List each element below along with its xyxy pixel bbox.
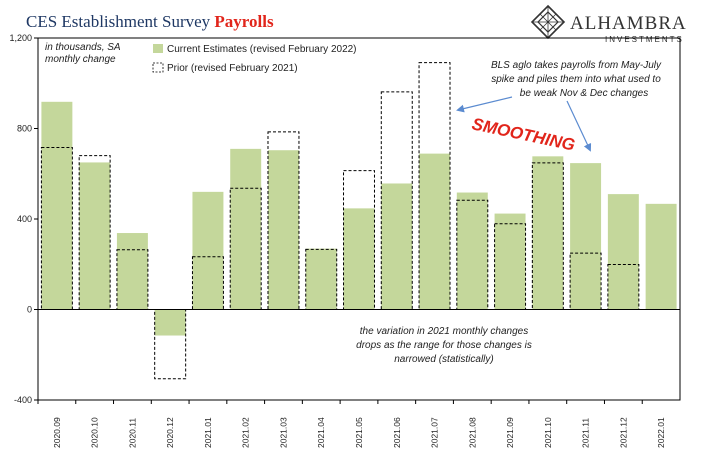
x-tick-label: 2021.03 bbox=[278, 417, 288, 448]
x-tick-label: 2020.12 bbox=[165, 417, 175, 448]
legend-label-prior: Prior (revised February 2021) bbox=[167, 63, 298, 74]
x-tick-label: 2020.11 bbox=[127, 418, 137, 448]
prior-series bbox=[40, 62, 640, 380]
x-tick-label: 2022.01 bbox=[656, 417, 666, 448]
current-bar-2021.03 bbox=[267, 150, 299, 310]
alhambra-logo: ALHAMBRA INVESTMENTS bbox=[530, 4, 687, 44]
x-tick-label: 2021.01 bbox=[203, 417, 213, 448]
current-bar-2021.04 bbox=[305, 248, 337, 310]
prior-bar-2021.06 bbox=[380, 91, 413, 310]
prior-bar-2021.10 bbox=[531, 162, 564, 310]
current-bar-2020.11 bbox=[116, 233, 148, 310]
prior-bar-2021.01 bbox=[191, 256, 224, 311]
x-tick-label: 2021.06 bbox=[392, 417, 402, 448]
arrow-left-icon bbox=[456, 96, 513, 113]
smoothing-label: SMOOTHING bbox=[470, 114, 577, 154]
current-bar-2020.10 bbox=[79, 162, 111, 310]
current-bar-2020.09 bbox=[41, 101, 73, 310]
x-tick-label: 2021.08 bbox=[467, 417, 477, 448]
y-tick-label: 1,200 bbox=[9, 33, 32, 43]
y-tick-label: -400 bbox=[14, 395, 32, 405]
y-axis: -400 0 400 800 1,200 bbox=[9, 33, 38, 405]
variation-note-line2: drops as the range for those changes is bbox=[356, 340, 532, 351]
legend-label-current: Current Estimates (revised February 2022… bbox=[167, 44, 357, 55]
current-bar-2021.02 bbox=[230, 148, 262, 310]
current-bar-2021.09 bbox=[494, 213, 526, 310]
unit-note-line1: in thousands, SA bbox=[45, 42, 121, 53]
x-tick-label: 2021.12 bbox=[618, 417, 628, 448]
bls-note-line2: spike and piles them into what used to bbox=[491, 74, 661, 85]
bls-note-line1: BLS aglo takes payrolls from May-July bbox=[491, 60, 662, 71]
current-bar-2021.07 bbox=[419, 153, 451, 310]
x-tick-label: 2020.10 bbox=[90, 417, 100, 448]
x-tick-label: 2021.04 bbox=[316, 417, 326, 448]
diamond-icon bbox=[530, 4, 566, 40]
current-bar-2021.12 bbox=[607, 194, 639, 310]
current-bar-2021.05 bbox=[343, 208, 375, 310]
current-bar-2021.01 bbox=[192, 191, 224, 310]
legend: Current Estimates (revised February 2022… bbox=[152, 44, 357, 74]
x-tick-label: 2021.02 bbox=[241, 417, 251, 448]
current-bar-2020.12 bbox=[154, 309, 186, 336]
y-tick-label: 0 bbox=[27, 305, 32, 315]
current-bar-2022.01 bbox=[645, 203, 677, 310]
prior-bar-2021.03 bbox=[267, 131, 300, 310]
unit-note-line2: monthly change bbox=[45, 54, 116, 65]
x-tick-label: 2021.05 bbox=[354, 417, 364, 448]
legend-swatch-current bbox=[153, 44, 163, 53]
x-tick-label: 2021.10 bbox=[543, 417, 553, 448]
x-tick-label: 2021.07 bbox=[430, 417, 440, 448]
variation-note-line1: the variation in 2021 monthly changes bbox=[360, 326, 528, 337]
y-tick-label: 400 bbox=[17, 214, 32, 224]
variation-note-line3: narrowed (statistically) bbox=[394, 354, 493, 365]
brand-sub: INVESTMENTS bbox=[605, 35, 684, 44]
x-axis: 2020.09 2020.10 2020.11 2020.12 2021.01 2021.… bbox=[37, 400, 666, 448]
y-tick-label: 800 bbox=[17, 124, 32, 134]
bls-note-line3: be weak Nov & Dec changes bbox=[520, 88, 648, 99]
x-tick-label: 2020.09 bbox=[52, 417, 62, 448]
x-tick-label: 2021.11 bbox=[581, 418, 591, 448]
prior-bar-2021.07 bbox=[418, 62, 451, 310]
brand-name: ALHAMBRA bbox=[570, 13, 687, 34]
current-series bbox=[41, 101, 677, 336]
chart-title: CES Establishment Survey Payrolls bbox=[26, 12, 274, 31]
current-bar-2021.11 bbox=[570, 163, 602, 310]
prior-bar-2020.09 bbox=[40, 147, 73, 310]
x-tick-label: 2021.09 bbox=[505, 417, 515, 448]
current-bar-2021.10 bbox=[532, 156, 564, 310]
current-bar-2021.08 bbox=[456, 192, 488, 310]
current-bar-2021.06 bbox=[381, 183, 413, 310]
legend-swatch-prior bbox=[152, 62, 164, 73]
arrow-right-icon bbox=[566, 100, 592, 152]
